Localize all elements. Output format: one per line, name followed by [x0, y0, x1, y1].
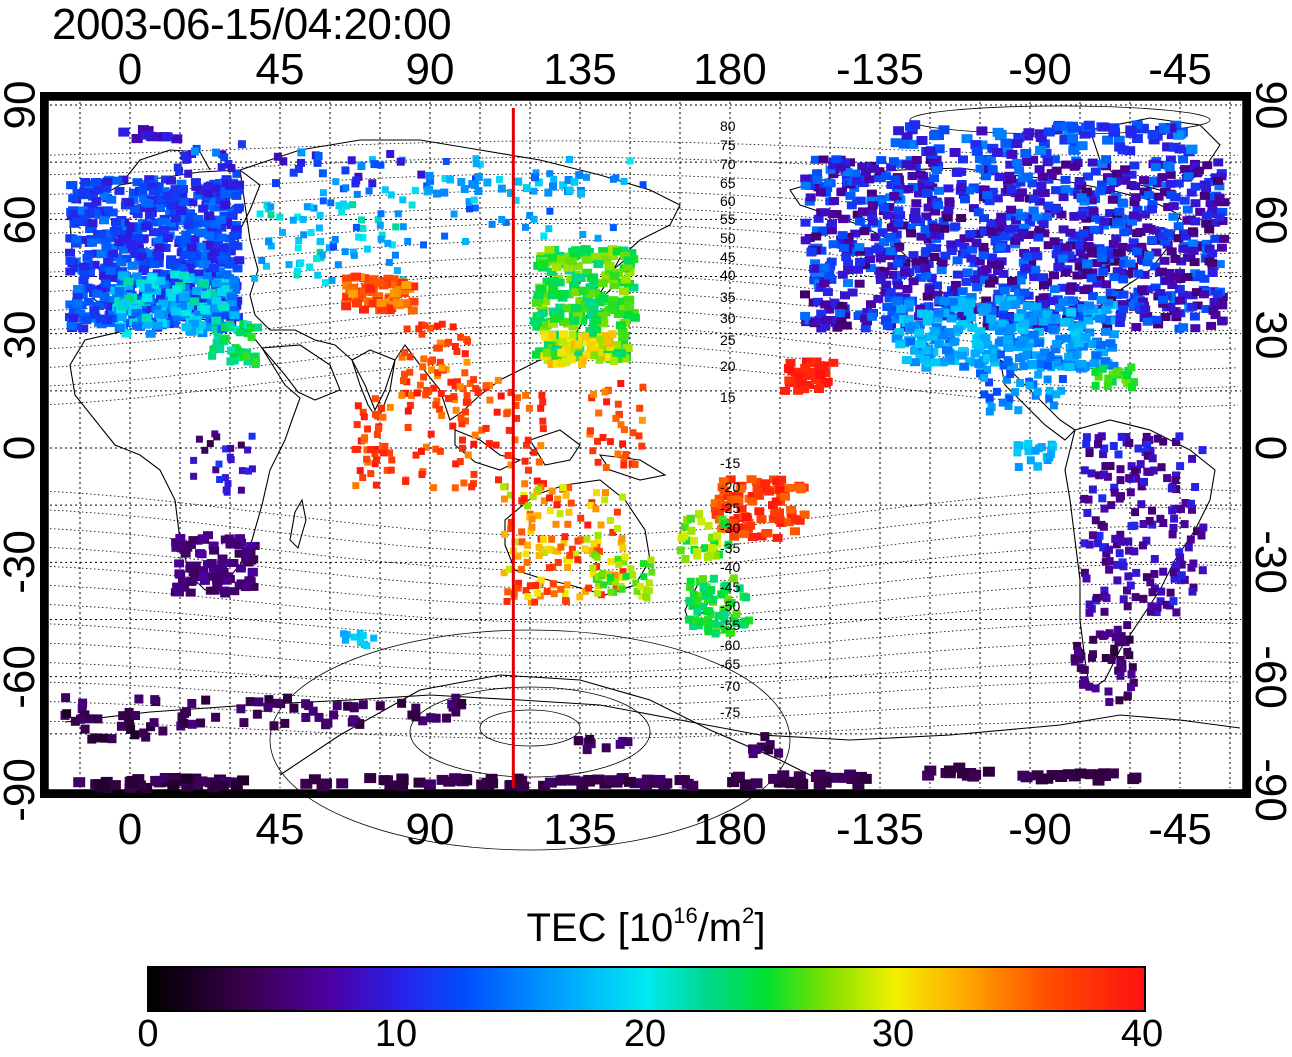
- colorbar-tick-label: 20: [623, 1013, 667, 1055]
- top-tick-label: 90: [405, 45, 455, 94]
- contour-label: 20: [720, 358, 736, 374]
- contour-label: -40: [720, 559, 740, 575]
- top-tick-label: -135: [835, 45, 925, 94]
- right-tick-label: 0: [1246, 435, 1292, 461]
- bottom-tick-label: 45: [255, 805, 305, 854]
- colorbar: [147, 966, 1146, 1012]
- top-tick-label: 45: [255, 45, 305, 94]
- contour-label: -60: [720, 637, 740, 653]
- contour-label: 35: [720, 289, 736, 305]
- contour-label: 25: [720, 332, 736, 348]
- bottom-tick-label: 135: [543, 805, 617, 854]
- bottom-tick-label: 0: [117, 805, 143, 854]
- right-tick-label: 90: [1245, 80, 1292, 130]
- left-tick-label: -30: [0, 530, 44, 594]
- timestamp-title: 2003-06-15/04:20:00: [52, 0, 452, 49]
- top-tick-label: -90: [1008, 45, 1072, 94]
- axis-bars: [40, 92, 1251, 798]
- left-tick-label: 60: [0, 195, 44, 245]
- contour-label: 50: [720, 230, 736, 246]
- contour-labels: 80 75 70 65 60 55 50 45 40 35 30 25 20 15 -15 -20 -25 -30…: [720, 118, 740, 720]
- contour-label: 65: [720, 175, 736, 191]
- contour-label: -55: [720, 617, 740, 633]
- contour-label: -20: [720, 479, 740, 495]
- contour-label: -35: [720, 540, 740, 556]
- bottom-tick-label: 90: [405, 805, 455, 854]
- colorbar-tick-label: 0: [137, 1013, 159, 1055]
- contour-label: -45: [720, 579, 740, 595]
- colorbar-tick-label: 40: [1120, 1013, 1164, 1055]
- contour-label: -30: [720, 520, 740, 536]
- top-tick-label: -45: [1148, 45, 1212, 94]
- contour-label: -65: [720, 656, 740, 672]
- left-tick-label: 0: [0, 435, 45, 461]
- right-tick-label: -30: [1245, 530, 1292, 594]
- contour-label: 80: [720, 118, 736, 134]
- contour-label: -75: [720, 704, 740, 720]
- contour-label: 15: [720, 389, 736, 405]
- contour-label: -50: [720, 598, 740, 614]
- contour-label: 45: [720, 249, 736, 265]
- bottom-tick-label: -45: [1148, 805, 1212, 854]
- colorbar-tick-label: 30: [871, 1013, 915, 1055]
- right-tick-label: -60: [1245, 645, 1292, 709]
- contour-label: -15: [720, 455, 740, 471]
- left-tick-label: -60: [0, 645, 44, 709]
- tec-observations: [60, 120, 1230, 793]
- left-tick-label: -90: [0, 758, 44, 822]
- contour-label: 75: [720, 137, 736, 153]
- top-tick-label: 135: [543, 45, 617, 94]
- contour-label: 40: [720, 267, 736, 283]
- right-tick-label: 60: [1245, 195, 1292, 245]
- top-tick-label: 180: [693, 45, 767, 94]
- colorbar-title: TEC [1016/m2]: [526, 903, 766, 951]
- left-tick-label: 90: [0, 80, 44, 130]
- bottom-tick-label: -90: [1008, 805, 1072, 854]
- contour-label: 60: [720, 193, 736, 209]
- colorbar-tick-label: 10: [374, 1013, 418, 1055]
- bottom-tick-label: 180: [693, 805, 767, 854]
- graticule: [50, 102, 1241, 788]
- right-tick-label: -90: [1245, 758, 1292, 822]
- bottom-tick-label: -135: [835, 805, 925, 854]
- left-tick-label: 30: [0, 310, 44, 360]
- right-tick-label: 30: [1245, 310, 1292, 360]
- contour-label: 30: [720, 310, 736, 326]
- top-tick-label: 0: [117, 45, 143, 94]
- contour-label: -25: [720, 500, 740, 516]
- contour-label: -70: [720, 678, 740, 694]
- contour-label: 70: [720, 156, 736, 172]
- contour-label: 55: [720, 211, 736, 227]
